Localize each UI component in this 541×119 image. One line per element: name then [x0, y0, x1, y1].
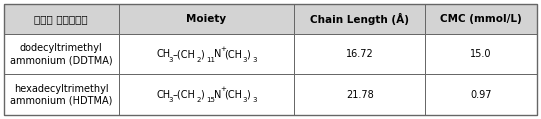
Text: ): )	[200, 90, 204, 100]
Text: 2: 2	[196, 97, 200, 103]
Text: 16.72: 16.72	[346, 49, 374, 59]
Text: 15.0: 15.0	[470, 49, 492, 59]
Text: 2: 2	[196, 57, 200, 63]
Bar	[118, 34, 294, 74]
Text: 15: 15	[206, 97, 215, 103]
Bar	[118, 74, 294, 115]
Text: Chain Length (Å): Chain Length (Å)	[311, 13, 410, 25]
Bar	[294, 4, 425, 34]
Bar	[294, 74, 425, 115]
Text: 3: 3	[252, 57, 256, 63]
Text: CMC (mmol/L): CMC (mmol/L)	[440, 14, 522, 24]
Text: (CH: (CH	[225, 49, 242, 59]
Text: 3: 3	[168, 97, 173, 103]
Text: –(CH: –(CH	[173, 90, 196, 100]
Text: Moiety: Moiety	[187, 14, 227, 24]
Text: ): )	[200, 49, 204, 59]
Text: 3: 3	[242, 97, 247, 103]
Bar	[425, 4, 537, 34]
Text: CH: CH	[157, 49, 171, 59]
Bar	[425, 74, 537, 115]
Text: 3: 3	[252, 97, 256, 103]
Text: CH: CH	[157, 90, 171, 100]
Text: +: +	[220, 46, 226, 52]
Text: 3: 3	[168, 57, 173, 63]
Text: ): )	[246, 90, 250, 100]
Text: 0.97: 0.97	[470, 90, 492, 100]
Bar	[425, 34, 537, 74]
Text: –(CH: –(CH	[173, 49, 196, 59]
Bar	[118, 4, 294, 34]
Text: 21.78: 21.78	[346, 90, 374, 100]
Text: 3: 3	[242, 57, 247, 63]
Text: (CH: (CH	[225, 90, 242, 100]
Bar	[4, 34, 118, 74]
Bar	[294, 34, 425, 74]
Text: ): )	[246, 49, 250, 59]
Text: dodecyltrimethyl
ammonium (DDTMA): dodecyltrimethyl ammonium (DDTMA)	[10, 43, 113, 65]
Bar	[4, 74, 118, 115]
Bar	[4, 4, 118, 34]
Text: +: +	[220, 86, 226, 92]
Text: 양이온 계면활성제: 양이온 계면활성제	[35, 14, 88, 24]
Text: 11: 11	[206, 57, 215, 63]
Text: N: N	[214, 49, 222, 59]
Text: hexadecyltrimethyl
ammonium (HDTMA): hexadecyltrimethyl ammonium (HDTMA)	[10, 84, 113, 106]
Text: N: N	[214, 90, 222, 100]
